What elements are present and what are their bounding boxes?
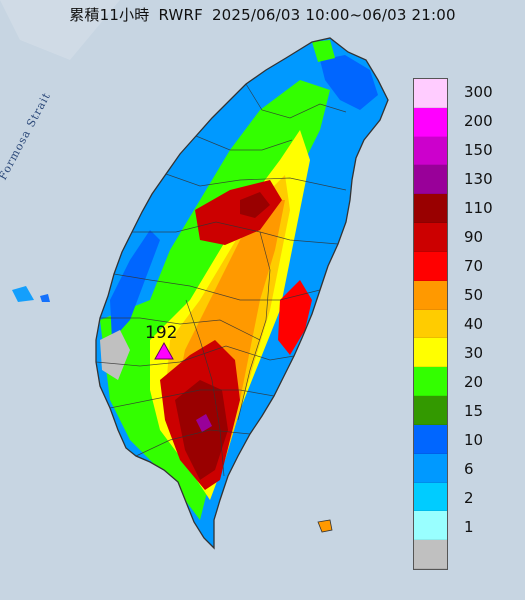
legend-swatch xyxy=(414,280,447,310)
legend-swatch xyxy=(414,107,447,137)
legend-swatch xyxy=(414,511,447,541)
color-legend xyxy=(413,78,448,570)
legend-swatch xyxy=(414,482,447,512)
legend-label: 20 xyxy=(464,372,484,391)
legend-label: 110 xyxy=(464,199,493,218)
legend-swatch xyxy=(414,338,447,368)
peak-marker-icon xyxy=(154,341,174,360)
legend-swatch xyxy=(414,396,447,425)
county-borders xyxy=(95,83,347,477)
peak-value: 192 xyxy=(145,323,178,343)
penghu-islet xyxy=(40,294,50,302)
legend-swatch xyxy=(414,136,447,166)
legend-label: 2 xyxy=(464,488,474,507)
legend-swatch xyxy=(414,194,447,224)
legend-label: 150 xyxy=(464,141,493,160)
legend-label: 1 xyxy=(464,517,474,536)
legend-label: 40 xyxy=(464,315,484,333)
legend-swatch xyxy=(414,424,447,454)
title-model: RWRF xyxy=(158,6,203,24)
legend-label: 50 xyxy=(464,286,484,305)
legend-swatch xyxy=(414,165,447,195)
legend-label: 300 xyxy=(464,83,493,102)
legend-label: 130 xyxy=(464,170,493,189)
penghu-islands xyxy=(12,286,34,302)
legend-swatch xyxy=(414,453,447,483)
legend-swatch xyxy=(414,251,447,281)
legend-swatch xyxy=(414,223,447,252)
legend-swatch xyxy=(414,309,447,339)
legend-label: 10 xyxy=(464,430,484,449)
legend-label: 15 xyxy=(464,401,484,420)
legend-swatch xyxy=(414,540,447,570)
legend-label: 200 xyxy=(464,112,493,131)
title-product: 累積11小時 xyxy=(69,6,150,24)
legend-swatch xyxy=(414,79,447,108)
legend-label: 90 xyxy=(464,228,484,247)
legend-label: 6 xyxy=(464,459,474,478)
sea-shading xyxy=(0,0,120,60)
title-period: 2025/06/03 10:00~06/03 21:00 xyxy=(211,6,456,24)
map-title: 累積11小時 RWRF 2025/06/03 10:00~06/03 21:00 xyxy=(0,4,525,25)
legend-label: 70 xyxy=(464,257,484,276)
green-island xyxy=(317,519,333,533)
legend-swatch xyxy=(414,367,447,397)
legend-label: 30 xyxy=(464,343,484,362)
